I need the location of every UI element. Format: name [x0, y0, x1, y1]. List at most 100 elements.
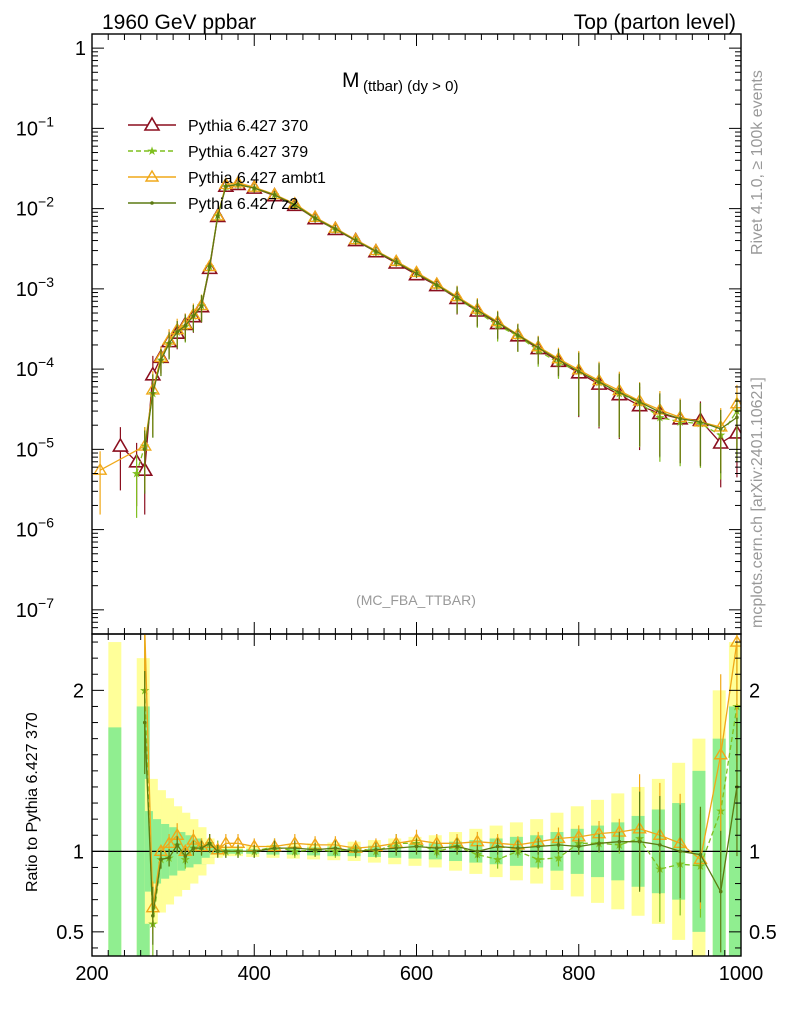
- point-z2: [151, 391, 155, 396]
- ratio-point-ambt1: [161, 835, 177, 848]
- ratio-point-z2: [272, 846, 277, 850]
- ratio-point-z2: [536, 844, 540, 849]
- y-tick-label: 10−4: [16, 354, 54, 381]
- point-z2: [735, 415, 739, 420]
- point-z2: [718, 427, 723, 431]
- main-curves: ★★★★★★★★★★★★★★★★★★★★★★★★★★★★★★★★★★★★★★: [92, 175, 741, 518]
- point-z2: [313, 216, 317, 220]
- ratio-point-z2: [414, 844, 419, 849]
- plot-title-sub: (ttbar) (dy > 0): [363, 78, 458, 95]
- point-z2: [576, 369, 581, 374]
- ratio-point-ambt1: [713, 747, 728, 760]
- point-z2: [516, 333, 520, 337]
- point-z2: [556, 358, 561, 362]
- point-p370: [112, 437, 129, 452]
- ratio-y-axis-label: Ratio to Pythia 6.427 370: [24, 712, 41, 892]
- point-z2: [698, 420, 703, 424]
- point-z2: [191, 314, 196, 318]
- ratio-point-z2: [199, 846, 204, 850]
- x-tick-label: 800: [562, 963, 595, 985]
- point-z2: [215, 214, 220, 219]
- ratio-point-z2: [159, 857, 163, 862]
- ratio-point-z2: [658, 843, 662, 847]
- x-tick-label: 600: [400, 963, 433, 985]
- ratio-point-z2: [167, 855, 171, 860]
- y-tick-label: 10−5: [16, 434, 54, 461]
- ratio-point-z2: [576, 844, 581, 849]
- ratio-y-tick-label-right: 0.5: [749, 922, 777, 944]
- y-tick-label: 10−6: [16, 515, 54, 542]
- ratio-point-z2: [142, 720, 147, 725]
- ratio-point-z2: [556, 843, 561, 847]
- point-z2: [536, 345, 540, 350]
- x-tick-label: 200: [75, 963, 108, 985]
- ratio-point-z2: [678, 849, 682, 854]
- ratio-point-z2: [333, 846, 338, 850]
- legend-marker-ambt1: [144, 169, 160, 182]
- ratio-point-z2: [293, 846, 297, 850]
- ratio-point-z2: [495, 844, 500, 849]
- ratio-point-ambt1: [729, 634, 741, 647]
- ratio-point-z2: [394, 846, 399, 850]
- point-z2: [224, 184, 228, 189]
- point-z2: [455, 295, 459, 300]
- mcplots-label: mcplots.cern.ch [arXiv:2401.10621]: [749, 377, 766, 628]
- ratio-point-z2: [455, 844, 459, 849]
- ratio-point-z2: [252, 849, 257, 854]
- point-z2: [394, 260, 399, 264]
- ratio-point-z2: [516, 846, 520, 850]
- point-z2: [142, 447, 147, 452]
- legend-entry-p379: Pythia 6.427 379: [188, 144, 308, 161]
- point-z2: [252, 186, 257, 190]
- point-z2: [293, 202, 297, 207]
- point-z2: [597, 380, 601, 384]
- point-z2: [637, 400, 642, 404]
- band-inner: [712, 738, 726, 956]
- ratio-point-z2: [207, 841, 212, 846]
- ratio-point-z2: [597, 841, 601, 846]
- point-z2: [183, 323, 188, 328]
- ratio-y-tick-label-left: 2: [73, 680, 84, 702]
- point-ambt1: [92, 462, 108, 475]
- main-plot-area: [92, 34, 741, 634]
- point-z2: [495, 320, 500, 325]
- ratio-point-z2: [718, 889, 723, 894]
- legend-marker-p379: ★: [147, 144, 158, 158]
- point-z2: [658, 410, 662, 415]
- point-z2: [475, 308, 480, 313]
- legend-entry-p370: Pythia 6.427 370: [188, 118, 308, 135]
- x-tick-label: 1000: [719, 963, 764, 985]
- legend-entry-z2: Pythia 6.427 z2: [188, 196, 298, 213]
- point-z2: [434, 283, 439, 287]
- ratio-point-z2: [353, 849, 358, 854]
- ratio-point-z2: [183, 854, 188, 858]
- ratio-y-tick-label-right: 1: [749, 841, 760, 863]
- band-inner: [728, 706, 741, 956]
- y-tick-label: 10−7: [16, 595, 54, 622]
- legend: Pythia 6.427 370 ★ Pythia 6.427 379 Pythia …: [128, 116, 326, 213]
- ratio-point-z2: [175, 843, 179, 847]
- ratio-y-tick-label-left: 0.5: [56, 922, 84, 944]
- y-tick-label: 10−3: [16, 274, 54, 301]
- ratio-point-z2: [191, 846, 196, 850]
- ratio-y-tick-label-right: 2: [749, 680, 760, 702]
- ratio-point-z2: [617, 839, 622, 844]
- point-z2: [678, 417, 682, 421]
- ratio-axes: 0.5 0.5 1 1 2 2 200 400 600 800 1000: [56, 633, 777, 985]
- point-z2: [207, 264, 212, 269]
- ratio-point-p379: ★: [492, 852, 503, 866]
- main-series-group: ★★★★★★★★★★★★★★★★★★★★★★★★★★★★★★★★★★★★★★: [92, 175, 741, 518]
- point-z2: [272, 193, 277, 197]
- header-right: Top (parton level): [574, 11, 736, 34]
- point-p379: ★: [131, 467, 142, 481]
- y-tick-label: 1: [75, 38, 86, 60]
- plot-title-main: M: [342, 69, 360, 92]
- ratio-point-z2: [374, 847, 378, 852]
- ratio-point-z2: [475, 849, 480, 854]
- x-tick-label: 400: [238, 963, 271, 985]
- legend-marker-p370: [143, 116, 161, 131]
- ratio-point-z2: [637, 839, 642, 844]
- ratio-point-z2: [434, 846, 439, 850]
- point-z2: [414, 271, 419, 276]
